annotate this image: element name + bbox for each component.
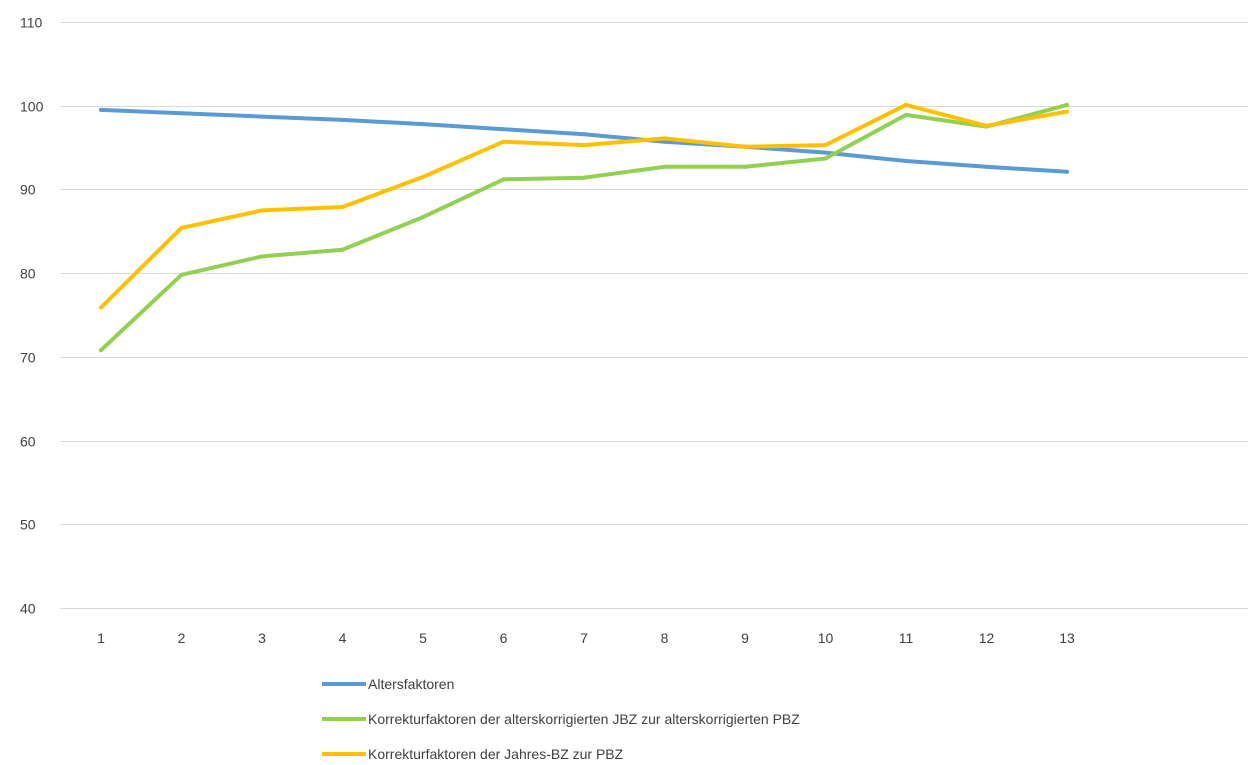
data-point-s1-6 [501, 127, 506, 132]
legend-item-2: Korrekturfaktoren der alterskorrigierten… [322, 711, 800, 727]
legend-label-3: Korrekturfaktoren der Jahres-BZ zur PBZ [368, 746, 624, 762]
data-point-s1-8 [662, 139, 667, 144]
data-point-s2-9 [743, 164, 747, 169]
data-point-s3-5 [421, 174, 425, 179]
data-point-s2-6 [501, 177, 506, 182]
x-tick-label-4: 4 [339, 630, 347, 646]
x-tick-label-9: 9 [741, 630, 749, 646]
data-point-s1-3 [260, 114, 264, 119]
data-point-s2-3 [260, 254, 264, 259]
data-point-s2-2 [179, 272, 184, 277]
data-point-s3-13 [1065, 109, 1069, 114]
series-3 [99, 102, 1069, 310]
x-tick-label-13: 13 [1059, 630, 1075, 646]
x-tick-label-7: 7 [580, 630, 588, 646]
gridlines [60, 22, 1248, 609]
data-point-s2-13 [1065, 102, 1069, 107]
data-point-s3-3 [260, 208, 264, 213]
series-2 [99, 102, 1069, 353]
data-point-s1-12 [984, 164, 989, 169]
data-point-s2-7 [582, 175, 586, 180]
data-point-s1-5 [421, 122, 425, 127]
data-point-s3-12 [984, 123, 989, 128]
y-tick-label-80: 80 [20, 266, 36, 282]
data-point-s2-8 [662, 164, 667, 169]
x-tick-label-3: 3 [258, 630, 266, 646]
data-point-s2-10 [823, 156, 828, 161]
data-point-s1-1 [99, 107, 103, 112]
legend-item-1: Altersfaktoren [322, 676, 454, 692]
data-point-s3-9 [743, 144, 747, 149]
data-point-s2-1 [99, 348, 103, 353]
data-point-s1-2 [179, 111, 184, 116]
data-point-s1-11 [904, 158, 908, 163]
y-tick-label-60: 60 [20, 434, 36, 450]
x-tick-label-12: 12 [979, 630, 995, 646]
y-tick-label-110: 110 [20, 15, 43, 31]
series-line-2 [99, 102, 1069, 353]
data-point-s2-5 [421, 215, 425, 220]
legend-label-1: Altersfaktoren [368, 676, 454, 692]
y-tick-label-40: 40 [20, 601, 36, 617]
y-tick-label-100: 100 [20, 99, 44, 115]
x-tick-label-8: 8 [661, 630, 669, 646]
data-point-s1-10 [823, 150, 828, 155]
x-axis-tick-labels: 1 2 3 4 5 6 7 8 9 10 11 12 13 [97, 630, 1075, 646]
data-point-s2-4 [340, 247, 345, 252]
data-point-s3-7 [582, 143, 586, 148]
data-point-s1-4 [340, 117, 345, 122]
data-point-s3-4 [340, 205, 345, 210]
legend-item-3: Korrekturfaktoren der Jahres-BZ zur PBZ [322, 746, 624, 762]
y-tick-label-70: 70 [20, 350, 36, 366]
data-point-s3-8 [662, 136, 667, 141]
y-axis-tick-labels: 40 50 60 70 80 90 100 110 [20, 15, 44, 617]
data-point-s3-10 [823, 143, 828, 148]
series-lines [99, 102, 1069, 353]
y-tick-label-90: 90 [20, 182, 36, 198]
legend: Altersfaktoren Korrekturfaktoren der alte… [322, 676, 800, 762]
data-point-s3-6 [501, 139, 506, 144]
x-tick-label-5: 5 [419, 630, 427, 646]
x-tick-label-6: 6 [500, 630, 508, 646]
x-tick-label-10: 10 [818, 630, 834, 646]
data-point-s1-13 [1065, 169, 1069, 174]
legend-label-2: Korrekturfaktoren der alterskorrigierten… [368, 711, 800, 727]
data-point-s1-7 [582, 132, 586, 137]
x-tick-label-2: 2 [178, 630, 186, 646]
data-point-s3-11 [904, 102, 908, 107]
x-tick-label-1: 1 [97, 630, 105, 646]
data-point-s3-2 [179, 225, 184, 230]
x-tick-label-11: 11 [899, 630, 914, 646]
y-tick-label-50: 50 [20, 517, 36, 533]
data-point-s3-1 [99, 305, 103, 310]
data-point-s2-11 [904, 112, 908, 117]
